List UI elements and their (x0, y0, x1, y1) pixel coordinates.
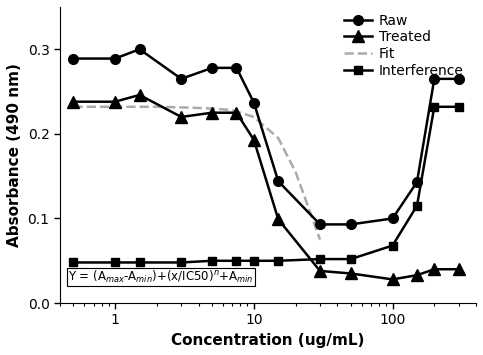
Treated (234, 110, 240, 115)
Legend: Raw, Treated, Fit, Interference: Raw, Treated, Fit, Interference (339, 8, 469, 83)
Raw (178, 77, 184, 81)
Raw (234, 66, 240, 70)
Y-axis label: Absorbance (490 nm): Absorbance (490 nm) (7, 63, 22, 247)
Treated (456, 267, 462, 271)
Raw (390, 216, 396, 220)
Fit (154, 105, 160, 109)
Fit (251, 115, 257, 119)
Treated (112, 100, 118, 104)
Interference (390, 244, 396, 248)
Treated (431, 267, 437, 271)
Treated (251, 138, 257, 142)
Fit (317, 237, 323, 242)
Treated (71, 100, 76, 104)
Treated (414, 273, 420, 277)
Interference (71, 260, 76, 264)
Raw (112, 56, 118, 61)
Raw (414, 180, 420, 184)
Interference (251, 259, 257, 263)
Raw (348, 222, 354, 226)
Interference (414, 204, 420, 208)
Treated (209, 110, 215, 115)
Interference (317, 257, 323, 261)
Line: Interference: Interference (69, 103, 463, 267)
Treated (348, 271, 354, 275)
Fit (112, 105, 118, 109)
Line: Raw: Raw (69, 44, 464, 229)
Interference (348, 257, 354, 261)
Treated (275, 217, 281, 222)
Fit (71, 105, 76, 109)
Fit (293, 170, 298, 174)
X-axis label: Concentration (ug/mL): Concentration (ug/mL) (171, 333, 365, 348)
Raw (275, 179, 281, 184)
Interference (234, 259, 240, 263)
Raw (71, 56, 76, 61)
Treated (137, 93, 142, 97)
Treated (390, 277, 396, 282)
Raw (137, 47, 142, 51)
Interference (178, 260, 184, 264)
Line: Fit: Fit (73, 107, 320, 240)
Interference (431, 105, 437, 109)
Line: Treated: Treated (68, 89, 464, 285)
Interference (209, 259, 215, 263)
Fit (275, 136, 281, 140)
Interference (112, 260, 118, 264)
Fit (188, 105, 194, 110)
Fit (229, 108, 235, 112)
Raw (317, 222, 323, 226)
Fit (209, 106, 215, 111)
Treated (317, 269, 323, 273)
Text: Y = (A$_{max}$-A$_{min}$)+(x/IC50)$^{n}$+A$_{min}$: Y = (A$_{max}$-A$_{min}$)+(x/IC50)$^{n}$… (68, 269, 254, 285)
Raw (209, 66, 215, 70)
Raw (251, 100, 257, 105)
Raw (431, 77, 437, 81)
Treated (178, 115, 184, 119)
Raw (456, 77, 462, 81)
Interference (275, 259, 281, 263)
Interference (456, 105, 462, 109)
Interference (137, 260, 142, 264)
